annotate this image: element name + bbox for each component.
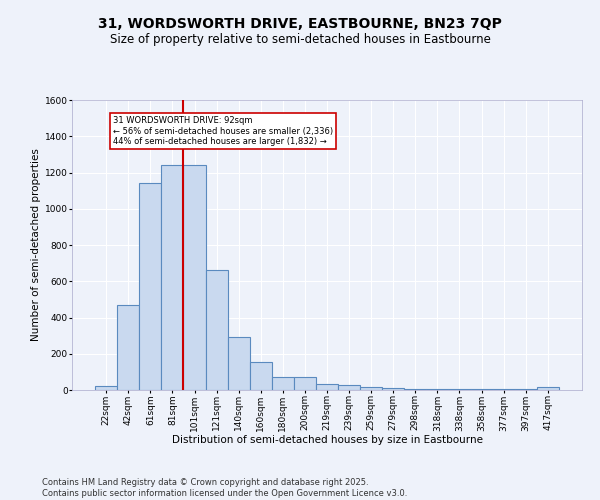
Bar	[294, 378, 316, 390]
Bar	[95, 386, 117, 390]
Y-axis label: Number of semi-detached properties: Number of semi-detached properties	[31, 148, 41, 342]
Text: 31, WORDSWORTH DRIVE, EASTBOURNE, BN23 7QP: 31, WORDSWORTH DRIVE, EASTBOURNE, BN23 7…	[98, 18, 502, 32]
Text: 31 WORDSWORTH DRIVE: 92sqm
← 56% of semi-detached houses are smaller (2,336)
44%: 31 WORDSWORTH DRIVE: 92sqm ← 56% of semi…	[113, 116, 333, 146]
Bar	[360, 388, 382, 390]
Bar	[117, 305, 139, 390]
Bar	[272, 378, 294, 390]
Bar	[227, 336, 250, 390]
Bar	[404, 388, 427, 390]
Bar	[184, 165, 206, 390]
Bar	[448, 389, 470, 390]
Bar	[537, 388, 559, 390]
Bar	[427, 389, 448, 390]
Bar	[139, 184, 161, 390]
Text: Size of property relative to semi-detached houses in Eastbourne: Size of property relative to semi-detach…	[110, 32, 490, 46]
Text: Contains HM Land Registry data © Crown copyright and database right 2025.
Contai: Contains HM Land Registry data © Crown c…	[42, 478, 407, 498]
Bar	[161, 165, 184, 390]
Bar	[206, 270, 227, 390]
Bar	[316, 384, 338, 390]
Bar	[250, 362, 272, 390]
Bar	[382, 388, 404, 390]
Bar	[338, 386, 360, 390]
X-axis label: Distribution of semi-detached houses by size in Eastbourne: Distribution of semi-detached houses by …	[172, 434, 482, 444]
